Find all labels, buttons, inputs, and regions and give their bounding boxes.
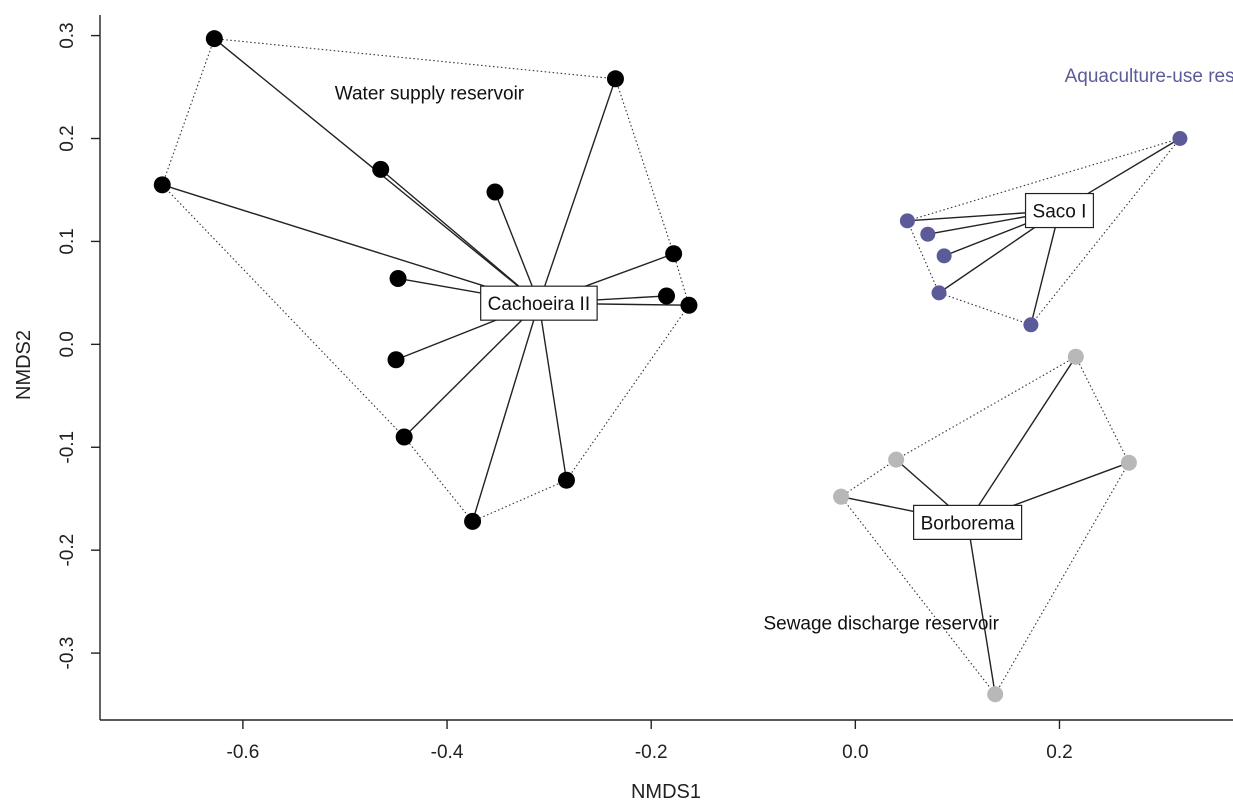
centroid-label: Saco I [1033,202,1087,223]
y-tick-label: 0.0 [57,331,78,357]
x-axis-title: NMDS1 [631,781,701,803]
spoke-line [471,302,540,522]
data-point [931,285,947,301]
hull-polygon [906,137,1182,326]
data-point [395,428,413,446]
data-point [464,512,482,530]
x-tick-label: -0.2 [635,742,668,763]
hull-polygon [840,355,1130,696]
data-point [1172,131,1188,147]
spoke-line [538,303,568,481]
spoke-line [494,191,540,304]
y-tick-label: -0.1 [57,431,78,464]
data-point [665,245,683,263]
group-notes: Water supply reservoir Aquaculture-use re… [335,66,1233,635]
data-point [680,296,698,314]
data-point [205,30,223,48]
data-point [1120,454,1137,471]
data-point [372,160,390,178]
hull-polygons [161,38,1182,696]
group-note: Aquaculture-use reservoir [1065,66,1233,87]
hull-polygon [161,38,690,523]
data-point [387,351,405,369]
centroid-label-group: Saco I [1024,192,1095,229]
spoke-line [967,356,1077,523]
spoke-line [538,78,617,304]
y-tick-label: 0.3 [57,22,78,48]
data-point [1023,317,1039,333]
y-tick-label: -0.3 [57,637,78,670]
centroid-label: Cachoeira II [488,294,590,315]
data-point [899,213,915,229]
centroid-labels: Cachoeira II Saco I Borborema [480,192,1095,540]
y-tick-label: -0.2 [57,534,78,567]
data-points [153,30,1188,703]
data-point [1067,348,1084,365]
spoke-line [380,168,540,304]
x-tick-label: 0.2 [1046,742,1072,763]
x-tick-label: 0.0 [842,742,868,763]
centroid-label-group: Borborema [913,504,1023,540]
y-axis-title: NMDS2 [13,330,35,400]
spoke-line [966,522,996,695]
data-point [833,488,850,505]
x-tick-label: -0.6 [227,742,260,763]
centroid-label-group: Cachoeira II [480,285,598,321]
group-note: Water supply reservoir [335,83,525,104]
data-point [888,451,905,468]
spoke-line [403,302,540,438]
centroid-label-box [1024,192,1095,229]
group-note: Sewage discharge reservoir [763,613,999,634]
data-point [389,269,407,287]
data-point [557,471,575,489]
data-point [936,248,952,264]
x-tick-label: -0.4 [431,742,464,763]
data-point [658,287,675,305]
data-point [920,226,936,242]
spoke-line [1030,210,1061,325]
data-point [486,183,504,201]
y-tick-label: 0.2 [57,125,78,151]
centroid-label: Borborema [921,513,1015,534]
spoke-line [162,184,540,304]
data-point [987,686,1004,703]
data-point [153,176,171,194]
data-point [606,70,624,88]
axes: -0.6 -0.4 -0.2 0.0 0.2 -0.3 -0.2 -0.1 0.0 0.1 0.2 0… [57,15,1233,763]
centroid-spokes [162,38,1181,695]
centroid-label-box [480,285,598,321]
centroid-label-box [913,504,1023,540]
y-tick-label: 0.1 [57,228,78,254]
